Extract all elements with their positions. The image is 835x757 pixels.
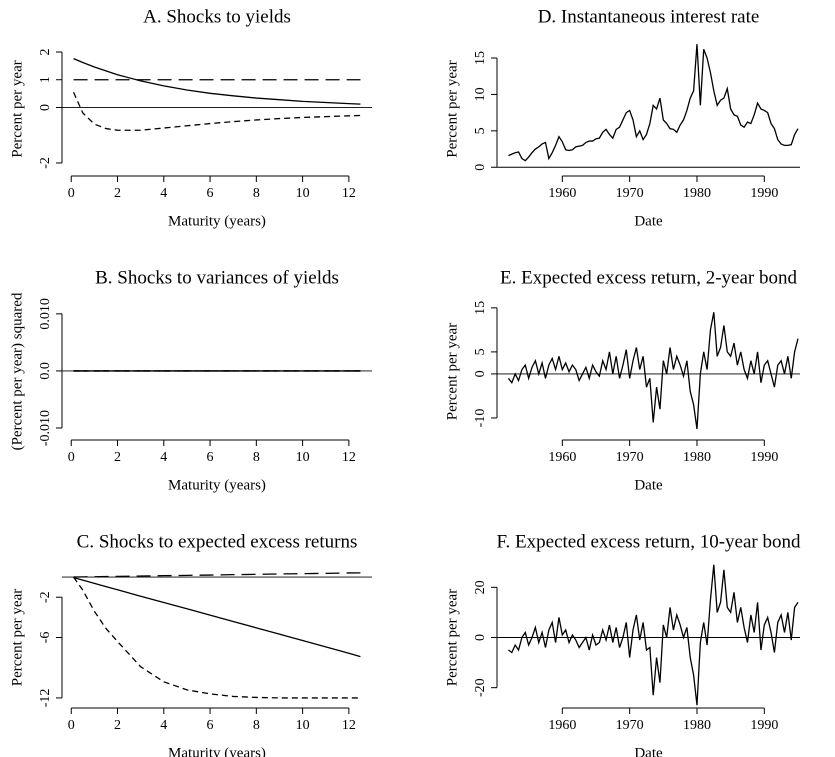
x-tick-label: 1970: [616, 450, 644, 465]
x-tick-label: 6: [207, 186, 214, 201]
x-tick-label: 2: [114, 186, 121, 201]
x-tick-label: 4: [160, 718, 167, 733]
y-tick-label: 0: [38, 104, 53, 111]
x-tick-label: 0: [68, 718, 75, 733]
x-tick-label: 10: [296, 450, 310, 465]
y-axis-label: Percent per year: [444, 323, 460, 420]
x-tick-label: 12: [342, 718, 356, 733]
series-line: [508, 564, 799, 706]
x-tick-label: 1980: [683, 186, 711, 201]
y-tick-label: -2: [38, 591, 53, 603]
y-tick-label: 2: [38, 48, 53, 55]
x-tick-label: 1980: [683, 718, 711, 733]
y-tick-label: -12: [38, 689, 53, 708]
series-line: [508, 44, 799, 162]
y-tick-label: 5: [473, 127, 488, 134]
y-tick-label: -10: [473, 409, 488, 428]
series-line: [73, 572, 361, 578]
x-tick-label: 8: [253, 450, 260, 465]
y-tick-label: 15: [473, 301, 488, 315]
x-tick-label: 1960: [548, 186, 576, 201]
y-tick-label: -0.010: [38, 410, 53, 446]
x-tick-label: 12: [342, 186, 356, 201]
y-tick-label: -20: [473, 678, 488, 697]
x-tick-label: 8: [253, 718, 260, 733]
y-tick-label: 1: [38, 76, 53, 83]
x-tick-label: 10: [296, 186, 310, 201]
x-tick-label: 1980: [683, 450, 711, 465]
y-tick-label: 0: [473, 634, 488, 641]
x-tick-label: 6: [207, 450, 214, 465]
y-axis-label: Percent per year: [444, 589, 460, 686]
x-axis-label: Date: [634, 477, 663, 493]
panel-title: A. Shocks to yields: [143, 6, 291, 27]
x-axis-label: Maturity (years): [168, 477, 266, 493]
x-tick-label: 1990: [750, 718, 778, 733]
x-axis-label: Date: [634, 745, 663, 757]
panel-title: E. Expected excess return, 2-year bond: [500, 267, 798, 288]
y-tick-label: 0.010: [38, 298, 53, 330]
series-line: [73, 577, 361, 658]
series-line: [72, 91, 361, 131]
x-tick-label: 0: [68, 450, 75, 465]
x-axis-label: Date: [634, 213, 663, 229]
x-tick-label: 2: [114, 450, 121, 465]
y-tick-label: 0: [473, 164, 488, 171]
y-tick-label: 5: [473, 348, 488, 355]
x-axis-label: Maturity (years): [168, 213, 266, 229]
y-tick-label: -2: [38, 157, 53, 169]
y-axis-label: (Percent per year) squared: [9, 292, 25, 450]
x-tick-label: 6: [207, 718, 214, 733]
x-tick-label: 0: [68, 186, 75, 201]
series-line: [73, 58, 361, 105]
x-tick-label: 10: [296, 718, 310, 733]
series-line: [73, 576, 361, 699]
panel-title: B. Shocks to variances of yields: [95, 267, 339, 288]
x-tick-label: 1990: [750, 450, 778, 465]
y-axis-label: Percent per year: [9, 60, 25, 157]
panel-title: C. Shocks to expected excess returns: [77, 531, 358, 552]
x-tick-label: 1990: [750, 186, 778, 201]
x-tick-label: 4: [160, 450, 167, 465]
y-tick-label: 15: [473, 51, 488, 65]
y-axis-label: Percent per year: [9, 589, 25, 686]
x-tick-label: 8: [253, 186, 260, 201]
x-tick-label: 1970: [616, 718, 644, 733]
x-tick-label: 4: [160, 186, 167, 201]
x-tick-label: 1960: [548, 450, 576, 465]
x-tick-label: 1960: [548, 718, 576, 733]
x-axis-label: Maturity (years): [168, 745, 266, 757]
y-tick-label: 0: [473, 370, 488, 377]
x-tick-label: 12: [342, 450, 356, 465]
y-tick-label: 0.0: [38, 362, 53, 380]
x-tick-label: 1970: [616, 186, 644, 201]
panel-title: F. Expected excess return, 10-year bond: [497, 531, 801, 552]
y-tick-label: 10: [473, 87, 488, 101]
y-tick-label: 20: [473, 580, 488, 594]
y-axis-label: Percent per year: [444, 60, 460, 157]
y-tick-label: -6: [38, 632, 53, 644]
panel-title: D. Instantaneous interest rate: [538, 6, 760, 27]
series-line: [507, 312, 799, 430]
x-tick-label: 2: [114, 718, 121, 733]
